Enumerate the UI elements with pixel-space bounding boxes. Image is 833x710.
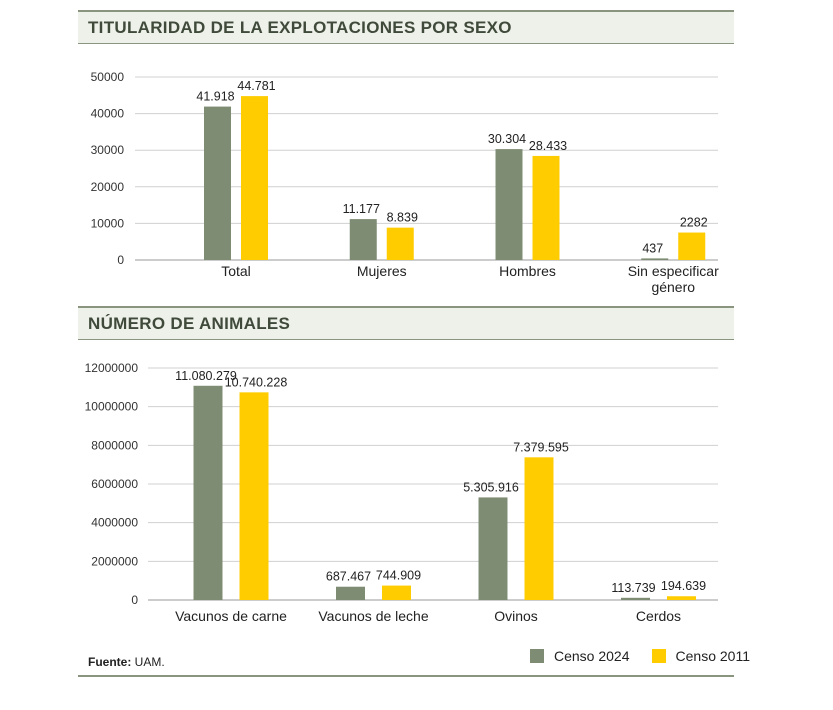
category-label: Total — [221, 263, 251, 279]
data-label: 194.639 — [661, 579, 706, 593]
data-label: 11.177 — [343, 202, 380, 216]
legend-swatch-censo-2024 — [530, 649, 544, 663]
y-tick-label: 10000000 — [85, 400, 139, 414]
y-tick-label: 50000 — [91, 70, 125, 84]
y-tick-label: 30000 — [91, 143, 125, 157]
category-label: Hombres — [499, 263, 556, 279]
bar-censo-2024 — [621, 597, 650, 600]
legend-item-censo-2024: Censo 2024 — [530, 648, 630, 664]
data-label: 10.740.228 — [225, 375, 288, 389]
data-label: 41.918 — [196, 90, 234, 104]
data-label: 113.739 — [611, 581, 655, 595]
bar-censo-2011 — [239, 392, 269, 600]
data-label: 28.433 — [529, 139, 567, 153]
data-label: 744.909 — [376, 569, 421, 583]
category-label: género — [651, 279, 695, 295]
bar-censo-2024 — [193, 385, 223, 600]
data-label: 8.839 — [387, 211, 418, 225]
data-label: 5.305.916 — [463, 480, 519, 494]
data-label: 11.080.279 — [175, 369, 237, 383]
category-label: Vacunos de carne — [175, 608, 287, 624]
legend: Censo 2024 Censo 2011 — [530, 648, 772, 664]
y-tick-label: 10000 — [91, 216, 125, 230]
section-title: NÚMERO DE ANIMALES — [88, 314, 291, 333]
bar-censo-2011 — [241, 96, 268, 261]
y-tick-label: 0 — [117, 253, 124, 267]
legend-label-censo-2024: Censo 2024 — [554, 648, 630, 664]
bar-censo-2011 — [532, 155, 560, 260]
category-label: Vacunos de leche — [318, 608, 428, 624]
y-tick-label: 8000000 — [91, 438, 138, 452]
bottom-rule — [78, 675, 734, 677]
bar-censo-2011 — [524, 457, 554, 600]
y-tick-label: 40000 — [91, 107, 125, 121]
category-label: Cerdos — [636, 608, 681, 624]
bar-censo-2024 — [495, 149, 523, 260]
legend-swatch-censo-2011 — [651, 649, 666, 663]
data-label: 44.781 — [237, 79, 275, 93]
bar-censo-2011 — [382, 585, 411, 600]
data-label: 30.304 — [488, 132, 526, 146]
data-label: 437 — [642, 241, 663, 255]
section-header-titularidad: TITULARIDAD DE LA EXPLOTACIONES POR SEXO — [78, 10, 734, 44]
bar-censo-2024 — [336, 586, 365, 600]
source-note: Fuente: UAM. — [88, 655, 165, 669]
bar-censo-2024 — [641, 258, 669, 260]
bar-censo-2024 — [349, 219, 377, 260]
bar-censo-2024 — [204, 106, 231, 260]
chart-animales: 0 2000000 4000000 6000000 8000000 10000000 120… — [85, 361, 718, 624]
category-label: Sin especificar — [628, 263, 719, 279]
source-prefix: Fuente: — [88, 655, 132, 669]
y-tick-label: 2000000 — [91, 554, 138, 568]
data-label: 7.379.595 — [513, 440, 569, 454]
section-title: TITULARIDAD DE LA EXPLOTACIONES POR SEXO — [88, 18, 512, 37]
bar-censo-2011 — [386, 227, 414, 260]
y-tick-label: 6000000 — [91, 477, 138, 491]
source-text: UAM. — [131, 655, 165, 669]
data-label: 2282 — [680, 216, 708, 230]
data-label: 687.467 — [326, 570, 371, 584]
y-tick-label: 20000 — [91, 180, 125, 194]
bar-censo-2011 — [667, 596, 696, 600]
y-tick-label: 0 — [131, 593, 138, 607]
legend-item-censo-2011: Censo 2011 — [651, 648, 750, 664]
y-tick-label: 4000000 — [91, 516, 138, 530]
legend-label-censo-2011: Censo 2011 — [675, 648, 750, 664]
bar-censo-2024 — [478, 497, 508, 600]
category-label: Mujeres — [357, 263, 407, 279]
category-label: Ovinos — [494, 608, 538, 624]
section-header-animales: NÚMERO DE ANIMALES — [78, 306, 734, 340]
bar-censo-2011 — [678, 232, 706, 260]
y-tick-label: 12000000 — [85, 361, 139, 375]
